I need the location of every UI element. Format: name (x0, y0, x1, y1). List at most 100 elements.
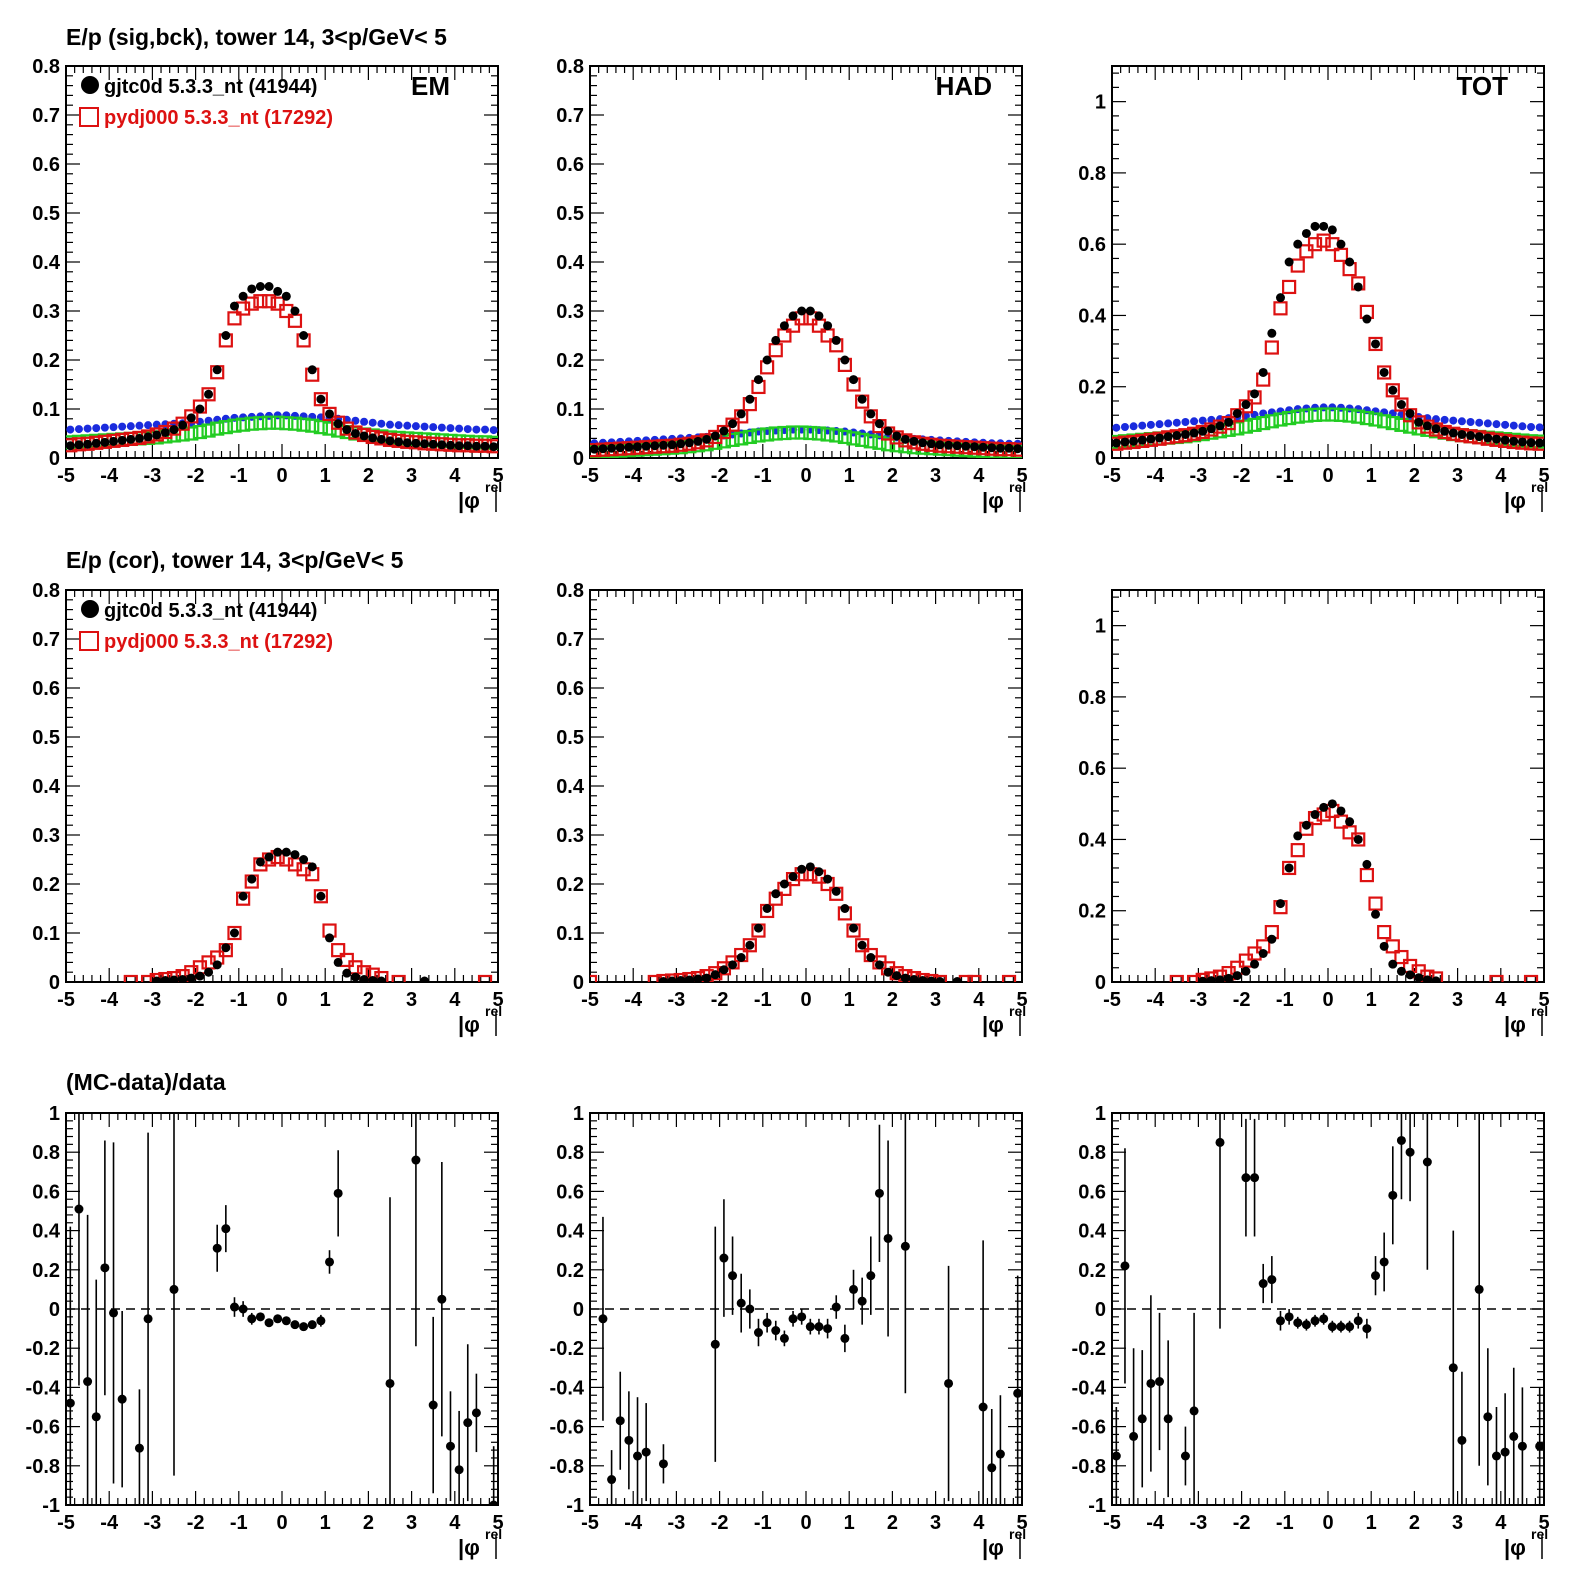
plot-data (66, 1113, 498, 1505)
ratio-point (255, 1312, 265, 1322)
ratio-point (273, 1314, 283, 1324)
bck-data-point (1155, 420, 1164, 429)
data-point (771, 335, 781, 345)
y-tick-label: 0.5 (32, 203, 60, 225)
mc-point (932, 974, 948, 982)
ratio-point (1155, 1377, 1165, 1387)
bck-data-point (1449, 416, 1458, 425)
data-point (805, 862, 815, 872)
data-point (1206, 424, 1216, 434)
x-tick-label: 5 (1538, 989, 1549, 1011)
data-point (1396, 400, 1406, 410)
x-tick-label: -3 (1190, 465, 1208, 487)
data-point (874, 419, 884, 429)
y-tick-label: -0.2 (26, 1338, 60, 1360)
legend-top: gjtc0d 5.3.3_nt (41944) pydj000 5.3.3_nt… (79, 76, 333, 129)
ratio-point (229, 1302, 239, 1312)
data-point (1146, 434, 1156, 444)
legend-marker-data (81, 76, 99, 94)
data-point (1448, 428, 1458, 438)
data-point (1379, 367, 1389, 377)
ratio-point (1405, 1147, 1415, 1157)
x-tick-label: 4 (449, 989, 461, 1011)
data-point (204, 389, 214, 399)
x-tick-label: -2 (187, 989, 205, 1011)
ratio-point (471, 1408, 481, 1418)
ratio-point (1327, 1322, 1337, 1332)
bck-data-point (472, 425, 481, 434)
data-point (333, 419, 343, 429)
data-point (273, 847, 283, 857)
data-point (831, 886, 841, 896)
y-tick-label: 0.2 (32, 1260, 60, 1282)
data-point (797, 306, 807, 316)
x-tick-label: 1 (844, 465, 855, 487)
plot-frame (589, 65, 1023, 459)
ratio-point (987, 1463, 997, 1473)
ratio-point (1388, 1190, 1398, 1200)
data-point (428, 439, 438, 449)
data-point (909, 975, 919, 982)
bck-mc-point (227, 418, 242, 433)
ratio-point (1013, 1388, 1022, 1398)
ratio-point (1275, 1316, 1285, 1326)
data-point (1526, 438, 1536, 448)
x-tick-label: -4 (1146, 465, 1165, 487)
data-point (109, 436, 119, 446)
panel-cor-had: -5 -4 -3 -2 -1 0 1 2 3 4 5 |φ rel 0 0.1 0.2 0.3 0.4 0.5 0.6… (556, 580, 1027, 1037)
bck-data-point (446, 424, 455, 433)
x-axis-label: |φ (982, 1535, 1004, 1560)
data-point (212, 960, 222, 970)
ratio-point (1362, 1324, 1372, 1334)
x-tick-label: 3 (1452, 1512, 1463, 1534)
x-tick-label: -2 (1233, 989, 1251, 1011)
bck-mc-point (1238, 419, 1254, 434)
data-point (281, 847, 291, 857)
mc-point (647, 974, 662, 982)
data-point (169, 425, 179, 435)
ratio-point (736, 1298, 746, 1308)
data-point (1284, 257, 1294, 267)
ratio-point (978, 1402, 988, 1412)
ratio-point (624, 1435, 634, 1445)
y-tick-label: -0.6 (26, 1417, 60, 1439)
bck-mc-point (201, 423, 216, 438)
data-point (1396, 966, 1406, 976)
bck-data-point (1475, 418, 1484, 427)
data-point (1198, 976, 1208, 982)
y-tick-label: 0 (1095, 972, 1106, 994)
x-tick-label: -3 (1190, 1512, 1208, 1534)
x-tick-label: -2 (1233, 1512, 1251, 1534)
data-point (394, 437, 404, 447)
x-tick-label: -4 (624, 1512, 643, 1534)
x-tick-label: 0 (1322, 989, 1333, 1011)
x-axis-label: |φ (458, 1535, 480, 1560)
ratio-point (831, 1302, 841, 1312)
data-point (204, 967, 214, 977)
data-point (1353, 834, 1363, 844)
data-point (420, 976, 430, 982)
bck-data-point (126, 422, 135, 431)
x-tick-label: 5 (1016, 1512, 1027, 1534)
row-title-2: E/p (cor), tower 14, 3<p/GeV< 5 (66, 547, 404, 573)
x-tick-label: 0 (1322, 1512, 1333, 1534)
bck-mc-point (236, 417, 251, 432)
x-tick-label: -2 (187, 1512, 205, 1534)
data-point (489, 442, 498, 452)
bck-mc-point (253, 416, 268, 431)
y-tick-label: -0.2 (550, 1338, 584, 1360)
data-point (368, 433, 378, 443)
y-tick-label: 0.5 (32, 727, 60, 749)
data-point (823, 874, 833, 884)
bck-mc-point (820, 427, 835, 442)
data-point (952, 977, 962, 982)
y-tick-label: 0.6 (556, 678, 584, 700)
bck-data-point (437, 423, 446, 432)
data-point (1345, 257, 1355, 267)
ratio-point (944, 1378, 954, 1388)
y-tick-label: 0.4 (1078, 1221, 1107, 1243)
y-tick-label: 0 (1095, 1299, 1106, 1321)
ratio-point (1310, 1316, 1320, 1326)
y-tick-label: 0.8 (556, 56, 584, 78)
ratio-point (91, 1412, 101, 1422)
